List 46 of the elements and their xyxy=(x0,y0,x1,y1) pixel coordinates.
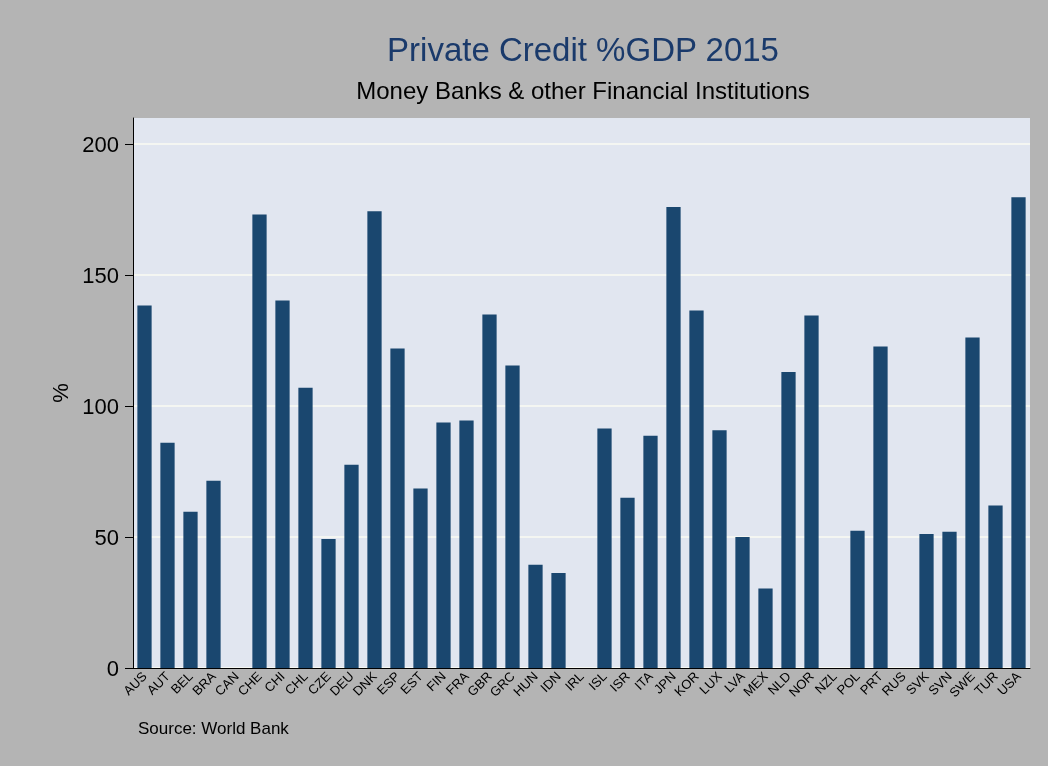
bar xyxy=(390,348,405,668)
bar xyxy=(367,211,382,668)
bar xyxy=(206,480,221,668)
bar xyxy=(436,422,451,668)
y-tick-label: 0 xyxy=(106,655,119,681)
bar xyxy=(505,365,520,668)
x-tick-label: IRL xyxy=(561,668,587,694)
bar xyxy=(919,533,934,668)
bar xyxy=(804,315,819,668)
bar xyxy=(298,387,313,668)
bar xyxy=(965,337,980,668)
bar xyxy=(758,588,773,668)
bar xyxy=(459,420,474,668)
bar xyxy=(597,428,612,668)
y-axis-title: % xyxy=(47,383,73,403)
bar xyxy=(873,346,888,668)
bar xyxy=(689,310,704,668)
source-note: Source: World Bank xyxy=(138,719,290,738)
bar xyxy=(413,488,428,668)
bar xyxy=(1011,197,1026,668)
bar xyxy=(781,372,796,668)
bar xyxy=(252,214,267,668)
bar xyxy=(183,511,198,668)
bar xyxy=(528,564,543,668)
bar xyxy=(482,314,497,668)
bar xyxy=(321,538,336,668)
y-tick-label: 150 xyxy=(82,262,119,288)
bar xyxy=(735,537,750,668)
bar xyxy=(643,435,658,668)
y-tick-label: 100 xyxy=(82,393,119,419)
chart-subtitle: Money Banks & other Financial Institutions xyxy=(356,76,810,104)
bar xyxy=(160,442,175,668)
bar xyxy=(942,531,957,668)
bar xyxy=(275,300,290,668)
y-tick-label: 50 xyxy=(94,524,119,550)
x-tick-label: IDN xyxy=(537,668,564,696)
bar xyxy=(551,572,566,668)
bar xyxy=(988,505,1003,668)
bar xyxy=(344,464,359,668)
bar xyxy=(666,207,681,668)
bar xyxy=(850,530,865,668)
bar xyxy=(712,430,727,668)
bar xyxy=(620,497,635,668)
chart-title: Private Credit %GDP 2015 xyxy=(387,31,779,68)
y-tick-label: 200 xyxy=(82,131,119,157)
bar xyxy=(137,305,152,668)
